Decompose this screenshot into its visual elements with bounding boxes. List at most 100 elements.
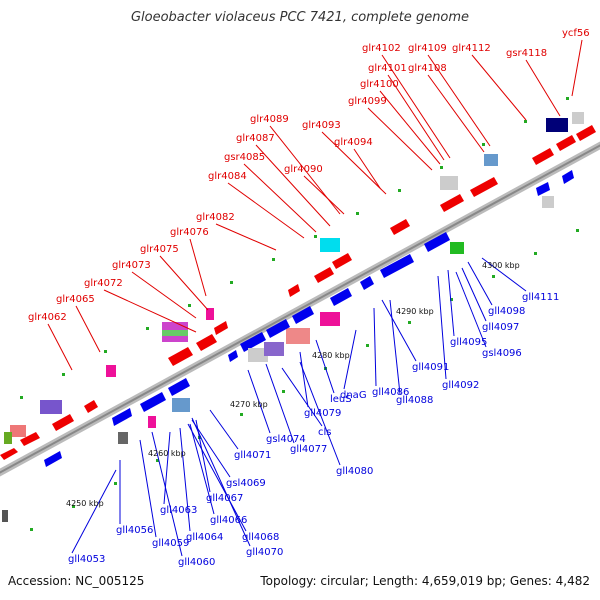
reverse-gene-label[interactable]: gll4064 (186, 532, 223, 543)
gene-box[interactable] (450, 242, 464, 254)
forward-gene-label[interactable]: glr4099 (348, 96, 387, 107)
forward-gene-label[interactable]: gsr4118 (506, 48, 547, 59)
forward-gene-label[interactable]: glr4102 (362, 43, 401, 54)
gene-arrow[interactable] (214, 321, 228, 335)
reverse-gene-label[interactable]: gll4077 (290, 444, 327, 455)
forward-gene-label[interactable]: glr4084 (208, 171, 247, 182)
reverse-gene-label[interactable]: cls (318, 427, 332, 438)
gene-box[interactable] (118, 432, 128, 444)
gene-arrow[interactable] (196, 334, 217, 351)
gene-arrow[interactable] (314, 267, 334, 283)
gene-arrow[interactable] (168, 347, 193, 366)
gene-arrow[interactable] (380, 254, 414, 278)
gene-arrow[interactable] (536, 182, 550, 196)
gene-arrow[interactable] (532, 148, 554, 165)
gene-arrow[interactable] (330, 288, 352, 306)
gene-arrow[interactable] (470, 177, 498, 197)
reverse-gene-label[interactable]: gsl4096 (482, 348, 522, 359)
forward-gene-label[interactable]: glr4108 (408, 63, 447, 74)
reverse-gene-label[interactable]: gll4079 (304, 408, 341, 419)
forward-gene-label[interactable]: glr4073 (112, 260, 151, 271)
gene-arrow[interactable] (20, 432, 40, 446)
reverse-gene-label[interactable]: gll4097 (482, 322, 519, 333)
reverse-gene-label[interactable]: leuS (330, 394, 352, 405)
gene-box[interactable] (148, 416, 156, 428)
reverse-gene-label[interactable]: gll4080 (336, 466, 373, 477)
forward-gene-label[interactable]: glr4076 (170, 227, 209, 238)
gene-arrow[interactable] (140, 392, 166, 412)
forward-gene-label[interactable]: glr4112 (452, 43, 491, 54)
gene-box[interactable] (286, 328, 310, 344)
gene-arrow[interactable] (168, 378, 190, 396)
forward-gene-label[interactable]: glr4093 (302, 120, 341, 131)
reverse-gene-label[interactable]: gll4059 (152, 538, 189, 549)
gene-box[interactable] (206, 308, 214, 320)
reverse-gene-label[interactable]: gll4068 (242, 532, 279, 543)
gene-box[interactable] (106, 365, 116, 377)
gene-arrow[interactable] (228, 350, 238, 362)
gene-box[interactable] (248, 348, 268, 362)
reverse-gene-label[interactable]: dnaG (340, 390, 367, 401)
gene-arrow[interactable] (332, 253, 352, 269)
gene-arrow[interactable] (0, 448, 18, 460)
gene-arrow[interactable] (440, 194, 464, 212)
forward-gene-label[interactable]: glr4075 (140, 244, 179, 255)
gene-arrow[interactable] (84, 400, 98, 413)
reverse-gene-label[interactable]: gll4071 (234, 450, 271, 461)
reverse-gene-label[interactable]: gsl4069 (226, 478, 266, 489)
reverse-gene-label[interactable]: gll4088 (396, 395, 433, 406)
forward-gene-label[interactable]: glr4082 (196, 212, 235, 223)
gene-box[interactable] (320, 238, 340, 252)
gene-arrow[interactable] (266, 319, 290, 338)
gene-arrow[interactable] (240, 332, 266, 352)
reverse-gene-label[interactable]: gll4111 (522, 292, 559, 303)
gene-box[interactable] (320, 312, 340, 326)
forward-gene-label[interactable]: glr4072 (84, 278, 123, 289)
gene-arrow[interactable] (360, 276, 374, 290)
gene-arrow[interactable] (424, 232, 450, 252)
forward-gene-label[interactable]: ycf56 (562, 28, 590, 39)
gene-box[interactable] (172, 398, 190, 412)
reverse-gene-label[interactable]: gll4067 (206, 493, 243, 504)
gene-box[interactable] (264, 342, 284, 356)
forward-gene-label[interactable]: glr4089 (250, 114, 289, 125)
gene-arrow[interactable] (52, 414, 74, 431)
reverse-gene-label[interactable]: gll4095 (450, 337, 487, 348)
forward-gene-label[interactable]: glr4062 (28, 312, 67, 323)
gene-box[interactable] (572, 112, 584, 124)
gene-box[interactable] (40, 400, 62, 414)
reverse-gene-label[interactable]: gll4056 (116, 525, 153, 536)
gene-arrow[interactable] (390, 219, 410, 235)
gene-box[interactable] (10, 425, 26, 437)
reverse-gene-label[interactable]: gll4066 (210, 515, 247, 526)
gene-box[interactable] (440, 176, 458, 190)
forward-gene-label[interactable]: glr4100 (360, 79, 399, 90)
gene-arrow[interactable] (112, 408, 132, 426)
reverse-gene-label[interactable]: gll4060 (178, 557, 215, 568)
reverse-gene-label[interactable]: gll4070 (246, 547, 283, 558)
gene-box[interactable] (4, 432, 12, 444)
gene-arrow[interactable] (576, 125, 596, 141)
gene-arrow[interactable] (562, 170, 574, 184)
gene-box[interactable] (546, 118, 568, 132)
gene-box[interactable] (542, 196, 554, 208)
reverse-gene-label[interactable]: gll4092 (442, 380, 479, 391)
forward-gene-label[interactable]: glr4109 (408, 43, 447, 54)
forward-gene-label[interactable]: glr4090 (284, 164, 323, 175)
gene-arrow[interactable] (44, 451, 62, 467)
reverse-gene-label[interactable]: gll4063 (160, 505, 197, 516)
reverse-gene-label[interactable]: gll4086 (372, 387, 409, 398)
forward-gene-label[interactable]: glr4087 (236, 133, 275, 144)
reverse-gene-label[interactable]: gll4098 (488, 306, 525, 317)
forward-gene-label[interactable]: glr4065 (56, 294, 95, 305)
forward-gene-label[interactable]: gsr4085 (224, 152, 265, 163)
reverse-gene-label[interactable]: gsl4074 (266, 434, 306, 445)
gene-arrow[interactable] (556, 135, 576, 151)
gene-box[interactable] (484, 154, 498, 166)
gene-arrow[interactable] (288, 284, 300, 297)
reverse-gene-label[interactable]: gll4053 (68, 554, 105, 565)
gene-box[interactable] (2, 510, 8, 522)
gene-box[interactable] (162, 330, 188, 336)
reverse-gene-label[interactable]: gll4091 (412, 362, 449, 373)
gene-arrow[interactable] (292, 306, 314, 324)
